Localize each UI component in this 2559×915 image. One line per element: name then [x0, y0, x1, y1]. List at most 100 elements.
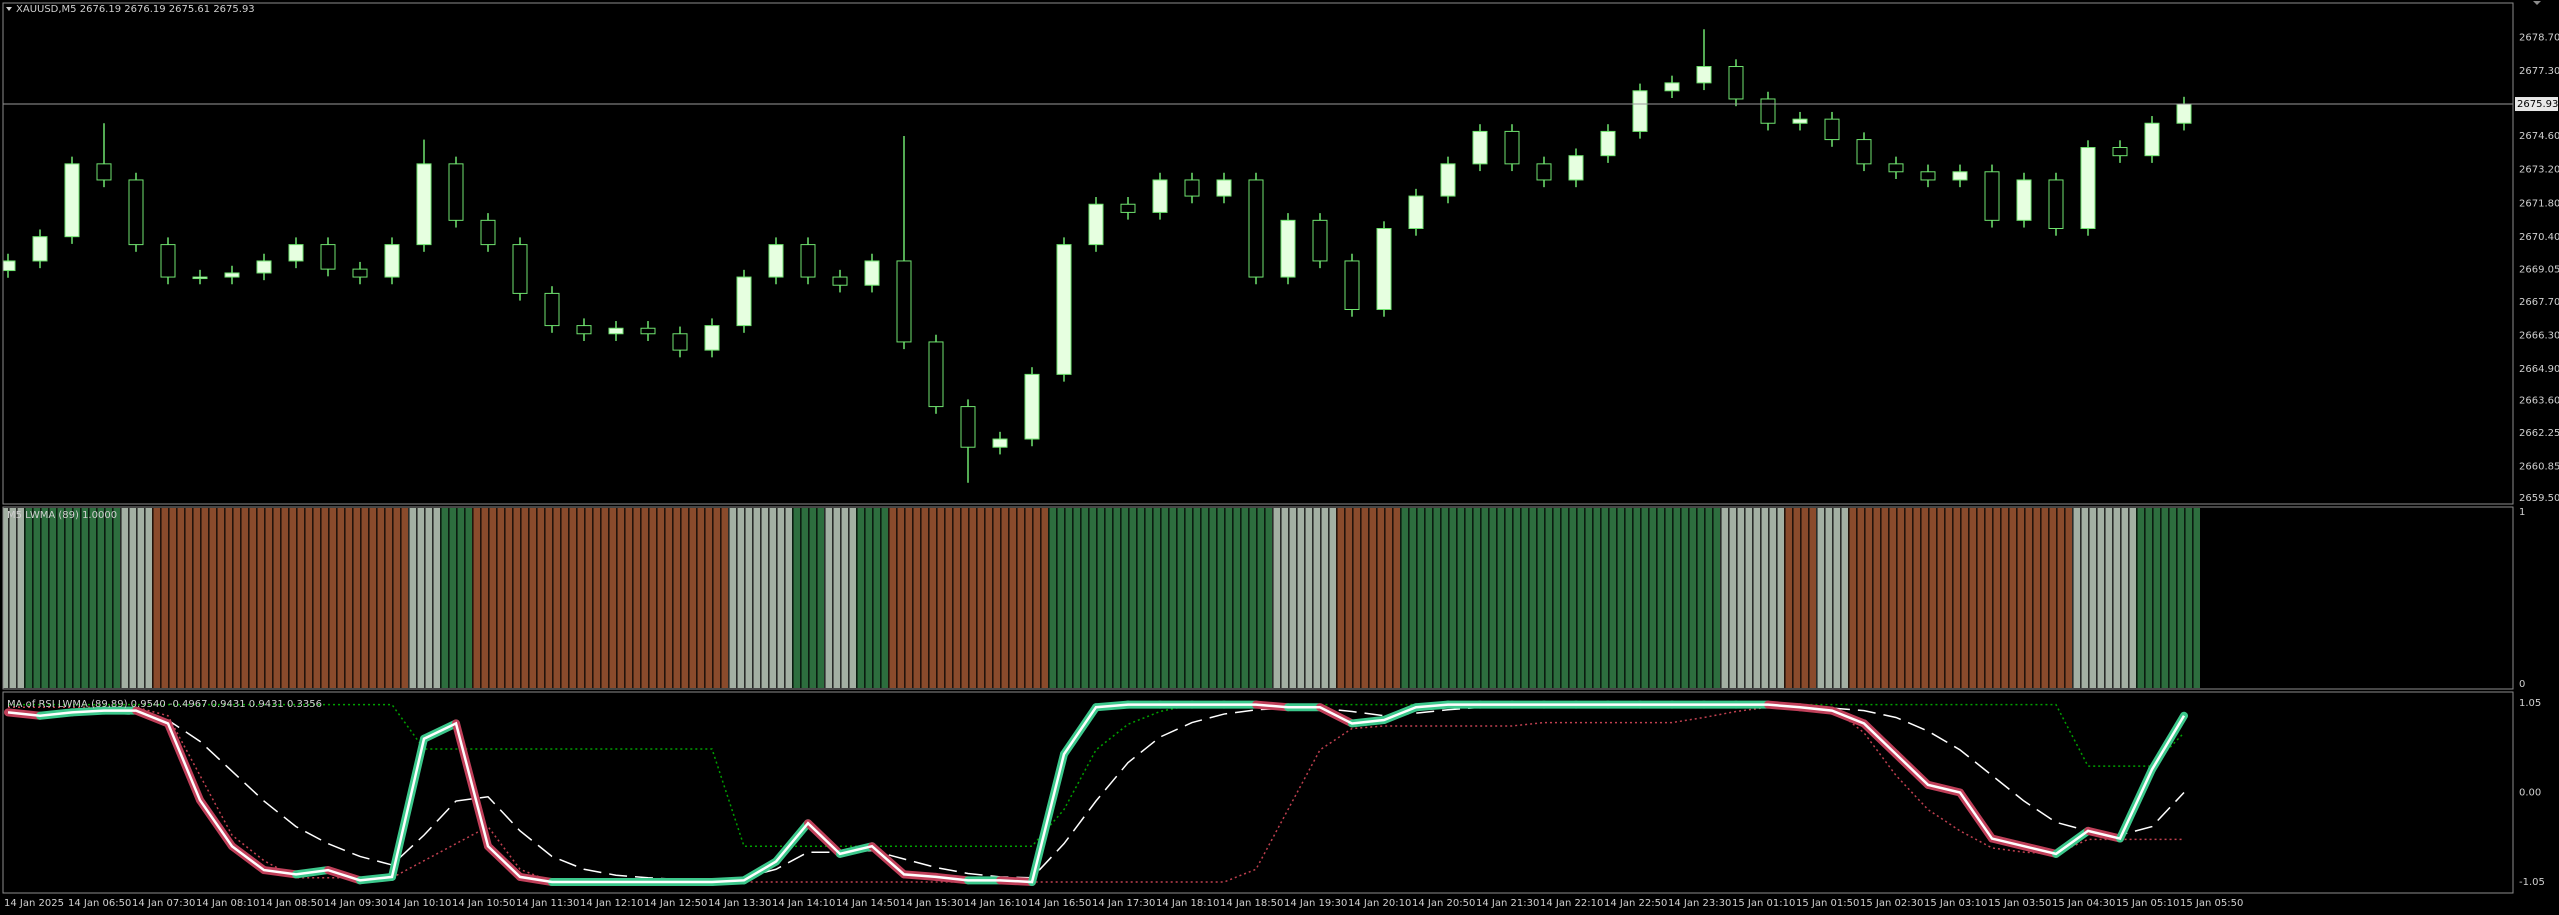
candle-body — [128, 179, 144, 246]
x-tick-label: 14 Jan 08:10 — [196, 898, 259, 909]
state-panel-frame — [2, 506, 2514, 690]
panel-title: XAUUSD,M5 2676.19 2676.19 2675.61 2675.9… — [16, 4, 255, 15]
candle-body — [2112, 147, 2128, 157]
candle-body — [1216, 179, 1232, 197]
candle-body — [896, 260, 912, 343]
y-tick-label: 2663.60 — [2519, 395, 2559, 406]
panel-title: M5 LWMA (89) 1.0000 — [7, 510, 117, 521]
y-tick-label: 2677.30 — [2519, 66, 2559, 77]
x-tick-label: 14 Jan 14:10 — [772, 898, 835, 909]
candle-body — [1056, 244, 1072, 375]
candle-body — [1184, 179, 1200, 197]
shift-marker — [2533, 1, 2541, 5]
candle-body — [224, 272, 240, 278]
candle-body — [1536, 163, 1552, 181]
last-price-label: 2675.93 — [2517, 99, 2558, 110]
candle-body — [1088, 203, 1104, 246]
candle-body — [1632, 90, 1648, 132]
x-tick-label: 14 Jan 14:50 — [836, 898, 899, 909]
x-tick-label: 15 Jan 05:50 — [2180, 898, 2243, 909]
x-tick-label: 14 Jan 23:30 — [1668, 898, 1731, 909]
x-tick-label: 15 Jan 01:10 — [1732, 898, 1795, 909]
candle-body — [2016, 179, 2032, 221]
candle-body — [512, 244, 528, 294]
x-tick-label: 14 Jan 10:50 — [452, 898, 515, 909]
candle-body — [1504, 130, 1520, 165]
y-tick-label: 2671.80 — [2519, 198, 2559, 209]
y-tick-label: 2673.20 — [2519, 165, 2559, 176]
y-tick-label: 2669.05 — [2519, 264, 2559, 275]
candle-body — [448, 163, 464, 221]
indicator-line — [7, 703, 2186, 884]
candle-body — [1152, 179, 1168, 213]
y-tick-label: 2674.60 — [2519, 131, 2559, 142]
candle-body — [352, 268, 368, 278]
candle-body — [3, 260, 16, 272]
last-price-tag — [2515, 97, 2558, 112]
candle-body — [800, 244, 816, 278]
candle-body — [1856, 139, 1872, 165]
x-tick-label: 15 Jan 05:10 — [2116, 898, 2179, 909]
candle-body — [544, 292, 560, 327]
x-tick-label: 14 Jan 10:10 — [388, 898, 451, 909]
indicator-line — [8, 706, 2184, 883]
y-tick-label: 1.05 — [2519, 698, 2541, 709]
x-tick-label: 14 Jan 19:30 — [1284, 898, 1347, 909]
x-tick-label: 14 Jan 21:30 — [1476, 898, 1539, 909]
oscillator-panel-frame — [2, 691, 2514, 894]
x-tick-label: 14 Jan 09:30 — [324, 898, 387, 909]
y-tick-label: 2667.70 — [2519, 297, 2559, 308]
candle-body — [384, 244, 400, 278]
x-tick-label: 14 Jan 16:50 — [1028, 898, 1091, 909]
x-tick-label: 14 Jan 20:50 — [1412, 898, 1475, 909]
x-tick-label: 15 Jan 01:50 — [1796, 898, 1859, 909]
x-tick-label: 14 Jan 07:30 — [132, 898, 195, 909]
candle-body — [96, 163, 112, 181]
x-tick-label: 14 Jan 18:10 — [1156, 898, 1219, 909]
x-tick-label: 15 Jan 04:30 — [2052, 898, 2115, 909]
menu-arrow[interactable] — [6, 7, 12, 11]
candle-body — [1312, 219, 1328, 262]
candle-body — [1760, 98, 1776, 124]
candle-body — [1024, 373, 1040, 440]
candle-body — [416, 163, 432, 246]
price-panel-frame — [2, 2, 2514, 505]
candle-body — [1824, 118, 1840, 141]
x-tick-label: 14 Jan 17:30 — [1092, 898, 1155, 909]
candle-body — [1664, 82, 1680, 92]
x-tick-label: 14 Jan 16:10 — [964, 898, 1027, 909]
candle-body — [1408, 195, 1424, 230]
x-tick-label: 14 Jan 08:50 — [260, 898, 323, 909]
candle-body — [576, 325, 592, 335]
y-tick-label: 2664.90 — [2519, 364, 2559, 375]
candle-body — [1568, 155, 1584, 181]
x-tick-label: 14 Jan 12:50 — [644, 898, 707, 909]
y-tick-label: 0 — [2519, 679, 2525, 690]
x-tick-label: 15 Jan 03:10 — [1924, 898, 1987, 909]
candle-body — [1952, 171, 1968, 181]
candle-body — [320, 244, 336, 270]
candle-body — [928, 341, 944, 408]
indicator-line — [8, 703, 2185, 847]
candle-body — [2176, 103, 2192, 124]
x-tick-label: 14 Jan 12:10 — [580, 898, 643, 909]
candle-body — [1472, 130, 1488, 165]
candle-body — [768, 244, 784, 278]
candle-body — [2144, 122, 2160, 157]
x-tick-label: 14 Jan 20:10 — [1348, 898, 1411, 909]
y-tick-label: 2666.30 — [2519, 330, 2559, 341]
x-tick-label: 14 Jan 2025 — [4, 898, 64, 909]
candle-body — [1920, 171, 1936, 181]
candle-body — [992, 438, 1008, 448]
candle-body — [1696, 66, 1712, 84]
candle-body — [1344, 260, 1360, 310]
candle-body — [864, 260, 880, 286]
candle-body — [64, 163, 80, 238]
y-tick-label: 2670.40 — [2519, 232, 2559, 243]
candle-body — [1120, 203, 1136, 213]
x-tick-label: 14 Jan 22:50 — [1604, 898, 1667, 909]
x-tick-label: 14 Jan 18:50 — [1220, 898, 1283, 909]
candle-body — [32, 236, 48, 262]
